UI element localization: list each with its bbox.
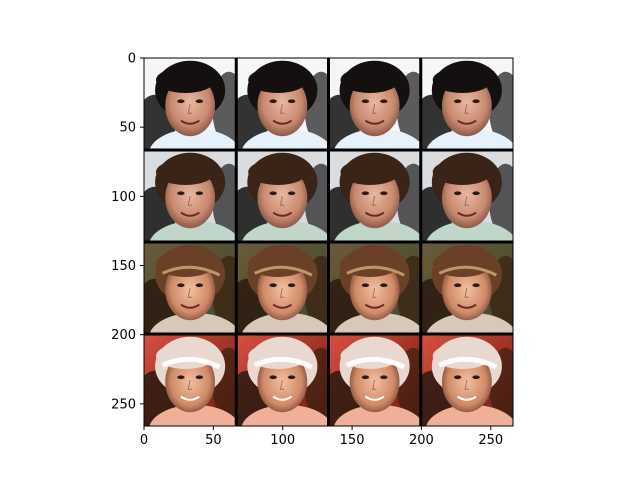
image-tile (236, 242, 329, 334)
image-tile (420, 242, 513, 334)
y-tick-label: 150 (111, 259, 136, 274)
y-axis-ticks: 0 50 100 150 200 250 (111, 52, 144, 412)
image-tile (328, 242, 421, 334)
image-tiles (144, 58, 513, 426)
y-tick-label: 200 (111, 328, 136, 343)
image-tile (236, 58, 329, 150)
x-tick-label: 0 (140, 433, 148, 448)
x-tick-label: 250 (478, 433, 503, 448)
image-tile (144, 150, 237, 242)
x-tick-label: 50 (205, 433, 222, 448)
image-tile (144, 242, 237, 334)
image-tile (236, 334, 329, 426)
image-tile (420, 334, 513, 426)
y-tick-label: 250 (111, 397, 136, 412)
image-tile (328, 334, 421, 426)
image-tile (328, 58, 421, 150)
x-tick-label: 200 (409, 433, 434, 448)
image-tile (328, 150, 421, 242)
image-tile (420, 150, 513, 242)
image-tile (144, 58, 237, 150)
y-tick-label: 0 (128, 52, 136, 67)
y-tick-label: 50 (119, 121, 136, 136)
x-axis-ticks: 0 50 100 150 200 250 (140, 426, 503, 448)
image-tile (420, 58, 513, 150)
image-tile (144, 334, 237, 426)
image-tile (236, 150, 329, 242)
axes-frame (143, 57, 514, 427)
y-tick-label: 100 (111, 190, 136, 205)
x-tick-label: 150 (340, 433, 365, 448)
x-tick-label: 100 (270, 433, 295, 448)
